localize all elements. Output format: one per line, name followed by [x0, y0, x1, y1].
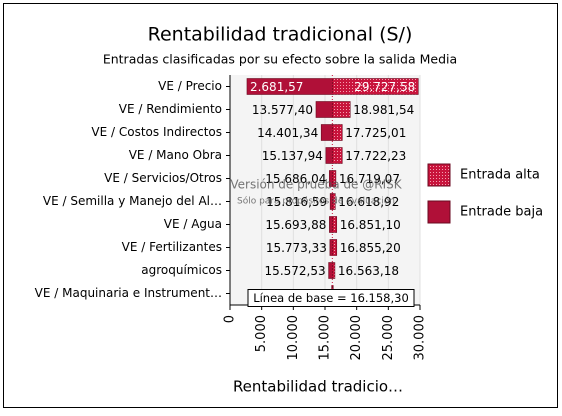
y-tick-label: VE / Servicios/Otros [104, 171, 222, 185]
x-tick-label: 20.000 [349, 315, 364, 361]
y-tick-label: agroquímicos [141, 263, 222, 277]
bar [329, 216, 333, 233]
value-label: 13.577,40 [252, 103, 313, 117]
x-axis-label: Rentabilidad tradicio… [233, 378, 403, 396]
value-label: 17.722,23 [345, 149, 406, 163]
bar [332, 147, 343, 164]
value-label: 15.572,53 [265, 264, 326, 278]
bar [320, 124, 333, 141]
y-tick-label: VE / Agua [164, 217, 222, 231]
baseline-label: Línea de base = 16.158,30 [253, 291, 409, 305]
legend-swatch [427, 163, 451, 187]
value-label: 15.773,33 [266, 241, 327, 255]
legend-label: Entrade baja [460, 205, 543, 220]
y-tick-label: VE / Semilla y Manejo del Al… [43, 194, 222, 208]
chart-subtitle: Entradas clasificadas por su efecto sobr… [103, 52, 457, 67]
baseline-box [247, 289, 415, 307]
bar [329, 239, 333, 256]
value-label: 16.563,18 [338, 264, 399, 278]
value-label: 15.137,94 [262, 149, 323, 163]
value-label: 16.719,07 [339, 172, 400, 186]
value-label: 14.401,34 [257, 126, 318, 140]
bar [332, 216, 338, 233]
x-tick-label: 25.000 [381, 315, 396, 361]
x-tick-label: 5.000 [254, 315, 269, 352]
legend-label: Entrada alta [460, 168, 540, 183]
value-label: 15.686,04 [265, 172, 326, 186]
value-label: 29.727,58 [354, 80, 415, 94]
y-tick-label: VE / Precio [158, 79, 222, 93]
x-tick-label: 30.000 [413, 315, 428, 361]
value-label: 2.681,57 [250, 80, 303, 94]
value-label: 18.981,54 [353, 103, 414, 117]
value-label: 16.855,20 [340, 241, 401, 255]
value-label: 15.816,59 [266, 195, 327, 209]
bar [315, 101, 333, 118]
chart-title: Rentabilidad tradicional (S/) [148, 24, 413, 46]
y-tick-label: VE / Maquinaria e Instrument… [35, 286, 222, 300]
legend-swatch [427, 200, 451, 224]
y-tick-label: VE / Rendimiento [119, 102, 222, 116]
y-tick-label: VE / Mano Obra [129, 148, 222, 162]
value-label: 16.618,92 [338, 195, 399, 209]
watermark: Sólo para propósitos de evaluación [237, 196, 395, 207]
y-tick-label: VE / Costos Indirectos [91, 125, 222, 139]
value-label: 16.851,10 [340, 218, 401, 232]
bar [332, 124, 343, 141]
bar [246, 78, 333, 95]
y-tick-label: VE / Fertilizantes [122, 240, 222, 254]
bar [332, 101, 351, 118]
bar [329, 170, 333, 187]
x-tick-label: 15.000 [318, 315, 333, 361]
bar [325, 147, 333, 164]
watermark: Versión de prueba de @RISK [230, 178, 402, 192]
value-label: 15.693,88 [265, 218, 326, 232]
value-label: 17.725,01 [345, 126, 406, 140]
bar [332, 239, 338, 256]
x-tick-label: 10.000 [286, 315, 301, 361]
bar [328, 262, 333, 279]
x-tick-label: 0 [223, 315, 238, 323]
